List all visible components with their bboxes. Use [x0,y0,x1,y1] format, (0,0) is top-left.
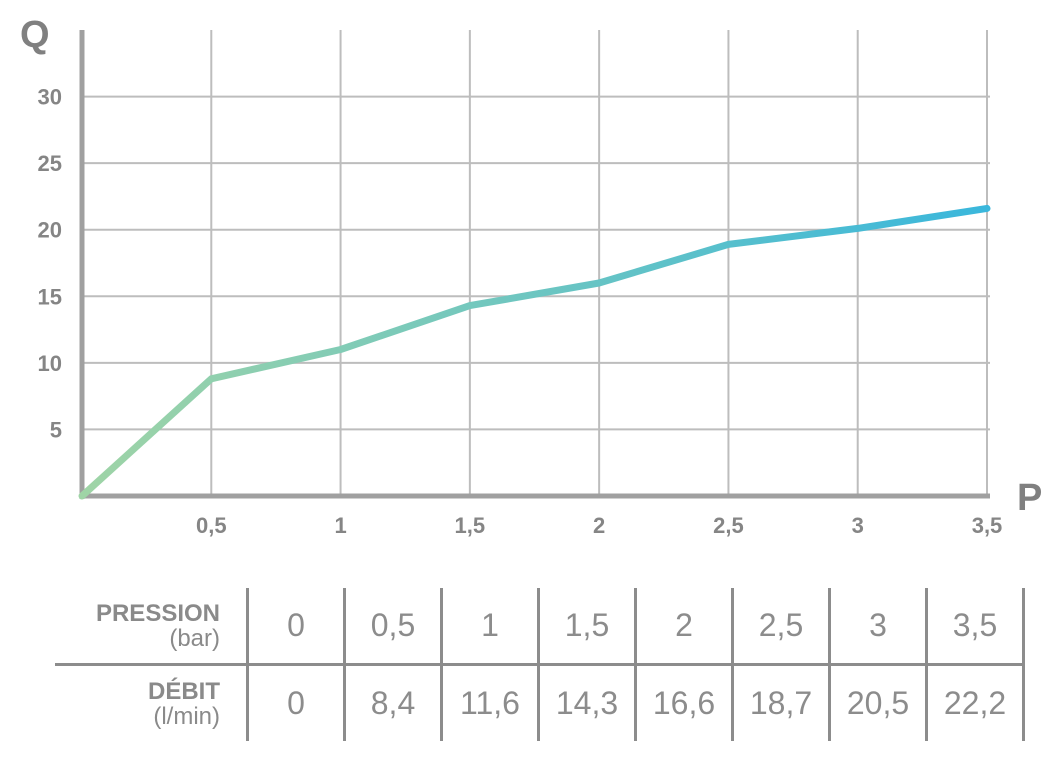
table-cell: 3,5 [926,588,1025,666]
row-unit: (bar) [169,624,220,652]
row-label: DÉBIT [148,677,220,705]
flow-curve-line [78,204,991,500]
table-cell: 18,7 [732,664,831,741]
table-cell: 0 [246,588,346,666]
table-cell: 14,3 [538,664,637,741]
x-tick-label: 3,5 [972,513,1003,538]
row-header: PRESSION (bar) [55,588,248,666]
row-label: PRESSION [95,599,220,627]
pressure-flow-table: PRESSION (bar) 0 0,5 1 1,5 2 2,5 3 3,5 DÉBIT (l/min… [55,588,1025,741]
table-cell: 8,4 [344,664,443,741]
table-cell: 1,5 [538,588,637,666]
y-tick-label: 30 [38,85,62,110]
y-tick-label: 15 [38,284,62,309]
table-cell: 3 [829,588,928,666]
x-axis-letter: P [1017,477,1042,519]
series [78,204,991,500]
table-cell: 11,6 [441,664,540,741]
x-tick-label: 1 [334,513,346,538]
axes [79,30,990,499]
table-cell: 2 [635,588,734,666]
x-tick-label: 2,5 [713,513,744,538]
x-tick-label: 2 [593,513,605,538]
table-cell: 2,5 [732,588,831,666]
table-cell: 16,6 [635,664,734,741]
table-cell: 1 [441,588,540,666]
table-cell: 22,2 [926,664,1025,741]
x-tick-label: 1,5 [455,513,486,538]
x-tick-label: 3 [852,513,864,538]
y-tick-label: 10 [38,351,62,376]
row-unit: (l/min) [153,702,220,730]
tick-labels: 0,5 1 1,5 2 2,5 3 3,5 5 10 15 20 25 30 [38,85,1003,538]
y-tick-label: 5 [50,417,62,442]
y-axis-letter: Q [20,14,50,56]
table-cell: 0,5 [344,588,443,666]
x-tick-label: 0,5 [196,513,227,538]
table-cell: 20,5 [829,664,928,741]
row-header: DÉBIT (l/min) [55,665,248,742]
y-tick-label: 25 [38,151,62,176]
grid [82,30,990,496]
table-row: PRESSION (bar) 0 0,5 1 1,5 2 2,5 3 3,5 [55,588,1025,666]
flow-pressure-chart: 0,5 1 1,5 2 2,5 3 3,5 5 10 15 20 25 30 Q P [20,14,1042,538]
y-tick-label: 20 [38,218,62,243]
table-cell: 0 [246,664,346,741]
table-row: DÉBIT (l/min) 0 8,4 11,6 14,3 16,6 18,7 20,5 22,2 [55,664,1025,742]
